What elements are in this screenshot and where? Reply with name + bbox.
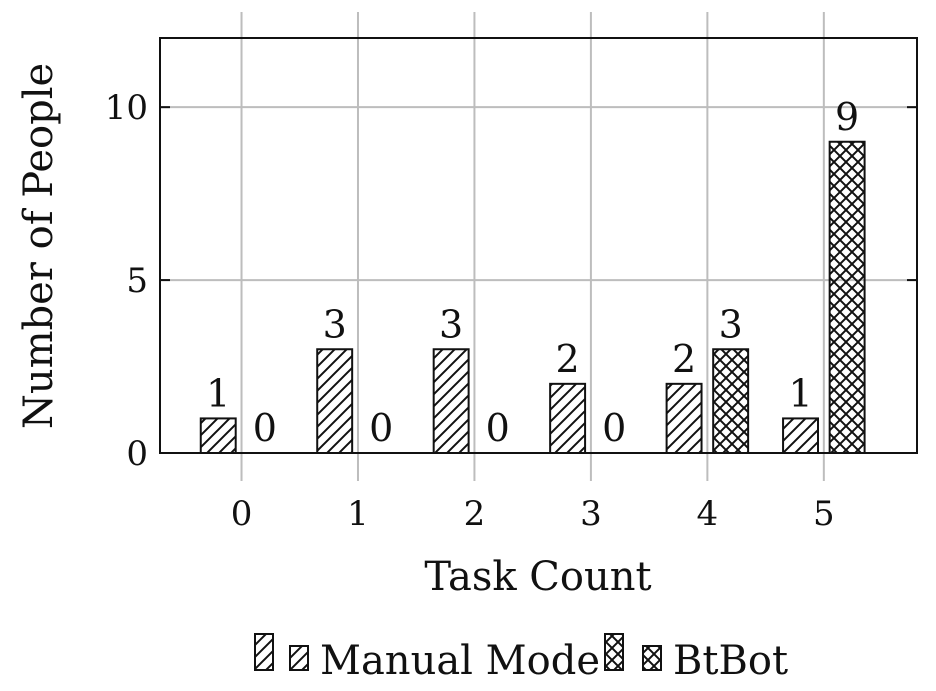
bars	[199, 140, 866, 455]
value-label-btbot: 3	[719, 302, 743, 346]
legend-label-manual-mode: Manual Mode	[320, 638, 600, 684]
bar-manual-mode	[665, 382, 703, 455]
y-tick-label: 0	[126, 434, 148, 474]
x-axis-title: Task Count	[424, 554, 651, 600]
y-tick-label: 10	[105, 88, 148, 128]
value-label-btbot: 0	[602, 406, 626, 450]
x-tick-label: 4	[697, 494, 719, 534]
x-tick-label: 2	[464, 494, 486, 534]
x-tick-label: 3	[580, 494, 602, 534]
plot-frame	[159, 37, 918, 454]
bar-manual-mode	[199, 417, 237, 454]
bar-btbot	[828, 140, 866, 454]
legend: Manual Mode BtBot	[254, 633, 788, 684]
legend-swatch-btbot-b	[642, 645, 662, 671]
bar-manual-mode	[316, 348, 354, 454]
legend-swatch-manual-mode-a	[254, 633, 274, 671]
y-tick-label: 5	[126, 261, 148, 301]
value-label-manual-mode: 3	[439, 302, 463, 346]
value-label-manual-mode: 1	[206, 371, 230, 415]
value-label-manual-mode: 2	[556, 337, 580, 381]
y-axis-title: Number of People	[16, 63, 62, 429]
bar-manual-mode	[549, 382, 587, 455]
legend-label-btbot: BtBot	[673, 638, 788, 684]
value-label-btbot: 0	[253, 406, 277, 450]
legend-swatch-btbot-a	[604, 633, 624, 671]
value-label-manual-mode: 3	[323, 302, 347, 346]
value-label-manual-mode: 2	[672, 337, 696, 381]
value-label-btbot: 0	[486, 406, 510, 450]
legend-swatch-manual-mode-b	[289, 645, 309, 671]
bar-manual-mode	[782, 417, 820, 454]
bar-manual-mode	[432, 348, 470, 454]
value-label-btbot: 0	[369, 406, 393, 450]
x-tick-label: 1	[347, 494, 369, 534]
bar-btbot	[712, 348, 750, 454]
value-label-btbot: 9	[835, 95, 859, 139]
value-labels: 13 32 210 0 0 039	[206, 95, 859, 450]
value-label-manual-mode: 1	[788, 371, 812, 415]
x-tick-label: 0	[231, 494, 253, 534]
x-tick-label: 5	[813, 494, 835, 534]
